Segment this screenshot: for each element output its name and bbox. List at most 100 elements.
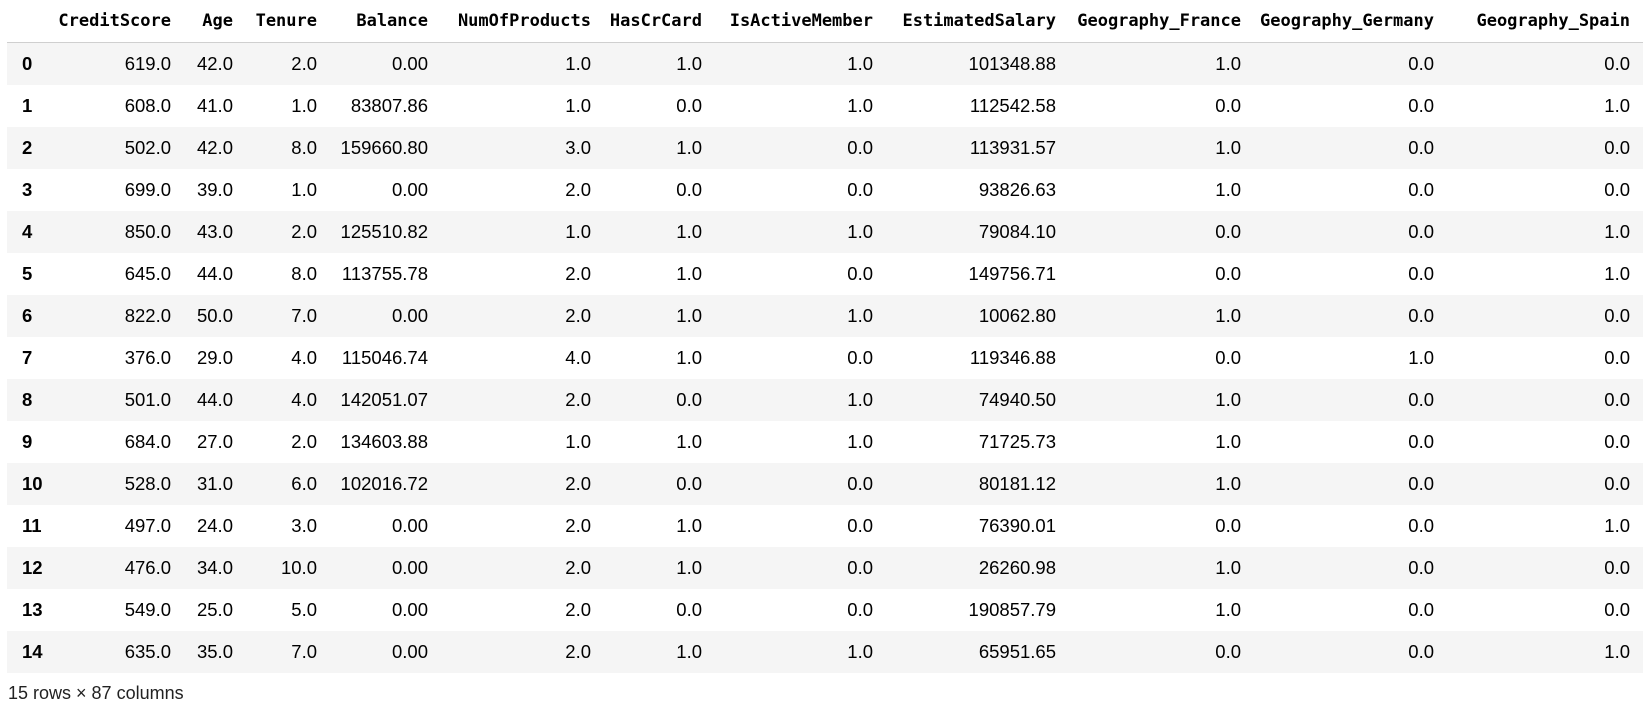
cell-tenure: 10.0 [280,557,317,578]
cell-creditscore: 476.0 [124,557,171,578]
cell-geography-germany: 0.0 [1408,641,1434,662]
cell-geography-france: 1.0 [1215,557,1241,578]
cell-numofproducts: 1.0 [565,431,591,452]
table-row: 3 699.0 39.0 1.0 0.00 2.0 0.0 0.0 93826.63 1.0 0.0… [7,169,1643,211]
cell-balance: 159660.80 [340,137,428,158]
cell-geography-spain: 1.0 [1604,515,1630,536]
column-header-geography-france: Geography_France [1069,0,1254,43]
cell-tenure: 3.0 [291,515,317,536]
cell-hascrcard: 0.0 [676,599,702,620]
row-index: 8 [22,389,33,410]
cell-balance: 0.00 [391,599,428,620]
cell-geography-germany: 0.0 [1408,557,1434,578]
column-header-geography-spain: Geography_Spain [1447,0,1643,43]
cell-creditscore: 699.0 [124,179,171,200]
cell-creditscore: 850.0 [124,221,171,242]
cell-tenure: 6.0 [291,473,317,494]
row-index: 2 [22,137,33,158]
column-header-creditscore: CreditScore [52,0,184,43]
cell-balance: 115046.74 [341,347,428,368]
cell-hascrcard: 0.0 [676,389,702,410]
cell-hascrcard: 1.0 [676,641,702,662]
cell-hascrcard: 0.0 [676,179,702,200]
cell-balance: 83807.86 [350,95,428,116]
cell-isactivemember: 1.0 [847,53,873,74]
column-header-age: Age [184,0,246,43]
cell-geography-spain: 0.0 [1604,473,1630,494]
cell-balance: 0.00 [391,179,428,200]
table-row: 10 528.0 31.0 6.0 102016.72 2.0 0.0 0.0 80181.12… [7,463,1643,505]
cell-isactivemember: 1.0 [847,641,873,662]
cell-estimatedsalary: 93826.63 [978,179,1056,200]
table-row: 2 502.0 42.0 8.0 159660.80 3.0 1.0 0.0 113931.57… [7,127,1643,169]
cell-estimatedsalary: 190857.79 [968,599,1056,620]
cell-geography-france: 0.0 [1215,347,1241,368]
cell-isactivemember: 0.0 [847,557,873,578]
cell-isactivemember: 1.0 [847,95,873,116]
cell-tenure: 7.0 [291,305,317,326]
cell-creditscore: 502.0 [124,137,171,158]
cell-estimatedsalary: 112542.58 [969,95,1056,116]
row-index: 13 [22,599,43,620]
row-index: 14 [22,641,43,662]
cell-age: 34.0 [196,557,233,578]
cell-estimatedsalary: 80181.12 [978,473,1056,494]
cell-isactivemember: 0.0 [847,515,873,536]
cell-isactivemember: 1.0 [847,305,873,326]
row-index: 4 [22,221,33,242]
row-index: 9 [22,431,33,452]
cell-estimatedsalary: 149756.71 [968,263,1056,284]
cell-estimatedsalary: 119346.88 [969,347,1056,368]
cell-geography-germany: 0.0 [1408,137,1434,158]
row-index: 0 [22,53,33,74]
column-header-tenure: Tenure [246,0,330,43]
cell-numofproducts: 2.0 [565,473,591,494]
cell-isactivemember: 0.0 [847,473,873,494]
cell-tenure: 2.0 [291,431,317,452]
cell-geography-spain: 0.0 [1604,431,1630,452]
cell-creditscore: 635.0 [124,641,171,662]
table-row: 12 476.0 34.0 10.0 0.00 2.0 1.0 0.0 26260.98 1.0 0… [7,547,1643,589]
cell-geography-france: 1.0 [1215,599,1241,620]
cell-estimatedsalary: 101348.88 [968,53,1056,74]
cell-geography-spain: 0.0 [1604,53,1630,74]
cell-geography-france: 1.0 [1215,53,1241,74]
cell-geography-spain: 1.0 [1604,95,1630,116]
cell-age: 29.0 [196,347,233,368]
cell-geography-france: 0.0 [1215,641,1241,662]
cell-creditscore: 608.0 [124,95,171,116]
cell-numofproducts: 4.0 [565,347,591,368]
cell-creditscore: 501.0 [124,389,171,410]
cell-hascrcard: 1.0 [676,221,702,242]
cell-tenure: 4.0 [291,347,317,368]
row-index: 7 [22,347,33,368]
cell-creditscore: 376.0 [124,347,171,368]
cell-age: 42.0 [196,137,233,158]
cell-age: 35.0 [196,641,233,662]
cell-age: 24.0 [196,515,233,536]
cell-balance: 102016.72 [340,473,428,494]
cell-geography-germany: 0.0 [1408,53,1434,74]
cell-geography-spain: 0.0 [1604,305,1630,326]
cell-geography-france: 1.0 [1215,389,1241,410]
cell-creditscore: 619.0 [124,53,171,74]
cell-tenure: 1.0 [291,179,317,200]
table-body: 0 619.0 42.0 2.0 0.00 1.0 1.0 1.0 101348.88 1.0 0.… [7,42,1643,673]
cell-age: 31.0 [196,473,233,494]
cell-geography-germany: 0.0 [1408,263,1434,284]
cell-balance: 0.00 [391,641,428,662]
cell-balance: 0.00 [391,515,428,536]
cell-numofproducts: 2.0 [565,179,591,200]
cell-age: 50.0 [196,305,233,326]
column-header-geography-germany: Geography_Germany [1254,0,1447,43]
cell-estimatedsalary: 74940.50 [978,389,1056,410]
cell-isactivemember: 0.0 [847,347,873,368]
cell-geography-germany: 0.0 [1408,389,1434,410]
cell-age: 39.0 [196,179,233,200]
row-index: 6 [22,305,33,326]
cell-geography-spain: 0.0 [1604,599,1630,620]
column-header-numofproducts: NumOfProducts [441,0,604,43]
cell-balance: 0.00 [391,305,428,326]
cell-estimatedsalary: 26260.98 [978,557,1056,578]
cell-isactivemember: 1.0 [847,389,873,410]
